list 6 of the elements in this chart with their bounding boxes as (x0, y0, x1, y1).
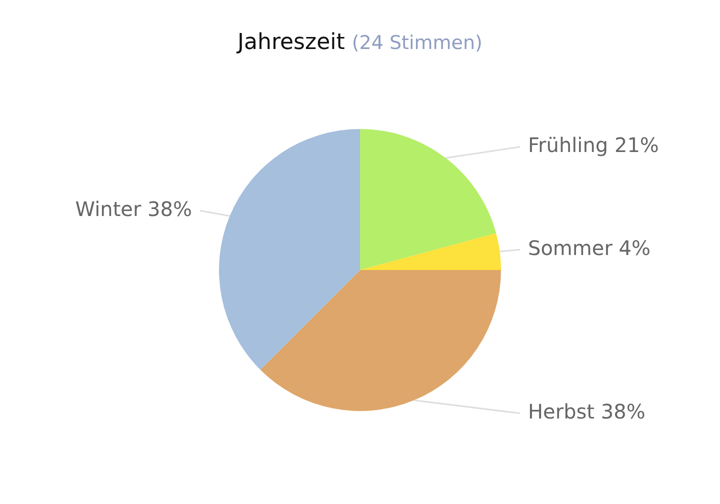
slice-label: Frühling 21% (528, 133, 659, 158)
chart-subtitle: (24 Stimmen) (352, 32, 482, 54)
chart-title: Jahreszeit (238, 30, 345, 55)
slice-label: Sommer 4% (528, 236, 651, 260)
slice-label: Winter 38% (75, 196, 192, 221)
slice-label: Herbst 38% (528, 399, 646, 424)
